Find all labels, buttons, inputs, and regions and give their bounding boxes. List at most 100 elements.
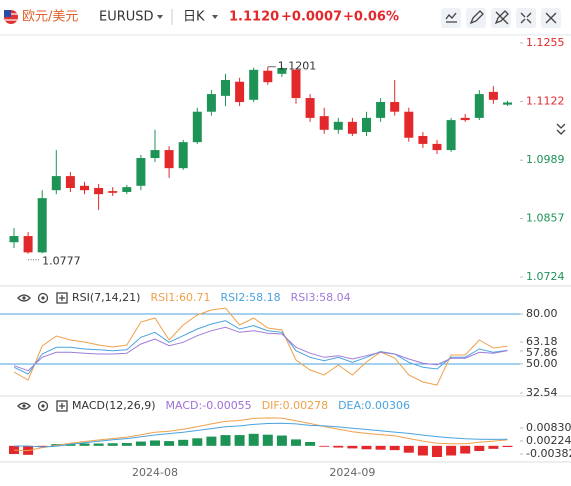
legend-entry: RSI1:60.71 — [150, 291, 210, 304]
high-label: 1.1201 — [278, 60, 317, 73]
legend-entry: RSI3:58.04 — [291, 291, 351, 304]
histogram-bar — [164, 441, 175, 446]
close-button[interactable] — [541, 8, 561, 28]
candle-body — [65, 176, 75, 188]
y-tick-label: 57.86 — [526, 346, 558, 359]
candle-body — [503, 102, 512, 105]
period-dropdown[interactable] — [212, 15, 218, 19]
candle-body — [23, 236, 33, 253]
y-tick-label: 1.0989 — [526, 153, 565, 166]
candle-body — [94, 187, 104, 195]
histogram-bar — [79, 443, 90, 446]
draw-button[interactable] — [466, 8, 486, 28]
histogram-bar — [417, 445, 428, 456]
indicator-line — [13, 417, 508, 452]
histogram-bar — [262, 434, 273, 446]
collapse-icon[interactable] — [556, 123, 566, 135]
histogram-bar — [403, 445, 414, 453]
y-tick-label: 1.0857 — [526, 211, 565, 224]
candle-body — [390, 102, 400, 112]
candle-body — [333, 121, 343, 130]
candle-body — [108, 191, 118, 193]
legend-entry: RSI2:58.18 — [221, 291, 281, 304]
indicator-title: MACD(12,26,9) — [72, 399, 156, 412]
histogram-bar — [389, 445, 400, 451]
candle-body — [488, 91, 498, 100]
histogram-bar — [305, 441, 316, 446]
change-percent: +0.06% — [343, 10, 399, 25]
histogram-bar — [291, 439, 301, 446]
histogram-bar — [93, 443, 104, 446]
histogram-bar — [488, 445, 499, 449]
candle-body — [291, 69, 301, 99]
histogram-bar — [432, 445, 442, 457]
symbol-dropdown[interactable] — [157, 15, 163, 19]
fullscreen-button[interactable] — [516, 8, 536, 28]
add-icon[interactable] — [56, 292, 68, 304]
histogram-bar — [248, 433, 259, 446]
candle-body — [305, 98, 315, 118]
macd-panel-icons — [17, 400, 68, 412]
legend-entry: MACD:-0.00055 — [166, 399, 252, 412]
candle-body — [474, 94, 484, 118]
x-tick-label: 2024-08 — [132, 466, 178, 479]
candle-body — [376, 102, 386, 118]
period[interactable]: 日K — [183, 10, 205, 25]
histogram-bar — [460, 445, 471, 454]
candle-body — [249, 69, 259, 100]
histogram-bar — [375, 445, 386, 450]
indicator-line — [13, 326, 508, 372]
y-tick-label: 0.00830 — [526, 421, 571, 434]
candle-body — [277, 68, 287, 74]
histogram-bar — [107, 443, 118, 446]
y-tick-label: 32.54 — [526, 386, 558, 399]
histogram-bar — [333, 445, 344, 448]
candle-body — [446, 120, 456, 151]
indicator-button[interactable] — [441, 8, 461, 28]
histogram-bar — [361, 445, 372, 450]
candle-body — [164, 150, 174, 169]
add-icon[interactable] — [56, 400, 68, 412]
indicator-title: RSI(7,14,21) — [72, 291, 140, 304]
y-tick-label: 0.00224 — [526, 434, 571, 447]
histogram-bar — [135, 441, 146, 446]
indicator-line — [13, 307, 508, 386]
candle-body — [122, 187, 132, 192]
indicator-line — [14, 422, 508, 448]
candle-body — [150, 150, 160, 159]
x-tick-label: 2024-09 — [329, 466, 375, 479]
candle-body — [206, 94, 216, 112]
histogram-bar — [220, 435, 231, 446]
candle-body — [362, 117, 371, 133]
histogram-bar — [150, 440, 160, 446]
y-tick-label: 50.00 — [526, 357, 558, 370]
eye-icon[interactable] — [17, 402, 31, 410]
histogram-bar — [234, 435, 245, 446]
y-tick-label: 80.00 — [526, 307, 558, 320]
settings-icon[interactable] — [37, 292, 49, 304]
histogram-bar — [502, 445, 513, 448]
clear-draw-button[interactable] — [491, 8, 511, 28]
y-tick-label: 1.1255 — [526, 36, 565, 49]
instrument-name[interactable]: 欧元/美元 — [22, 10, 78, 25]
change: +0.0007 — [281, 10, 342, 25]
us-flag-icon — [4, 10, 18, 24]
eye-icon[interactable] — [17, 294, 31, 302]
settings-icon[interactable] — [37, 400, 49, 412]
legend-entry: DEA:0.00306 — [338, 399, 410, 412]
candle-body — [192, 111, 202, 143]
legend-entry: DIF:0.00278 — [262, 399, 328, 412]
candle-body — [178, 142, 188, 169]
instrument-symbol[interactable]: EURUSD — [99, 10, 154, 25]
y-tick-label: 1.1122 — [526, 95, 565, 108]
histogram-bar — [192, 438, 203, 446]
candle-body — [37, 198, 47, 253]
histogram-bar — [206, 436, 217, 446]
histogram-bar — [474, 445, 485, 451]
y-tick-label: 63.18 — [526, 335, 558, 348]
candle-body — [418, 135, 428, 144]
histogram-bar — [446, 445, 457, 456]
histogram-bar — [9, 445, 19, 454]
